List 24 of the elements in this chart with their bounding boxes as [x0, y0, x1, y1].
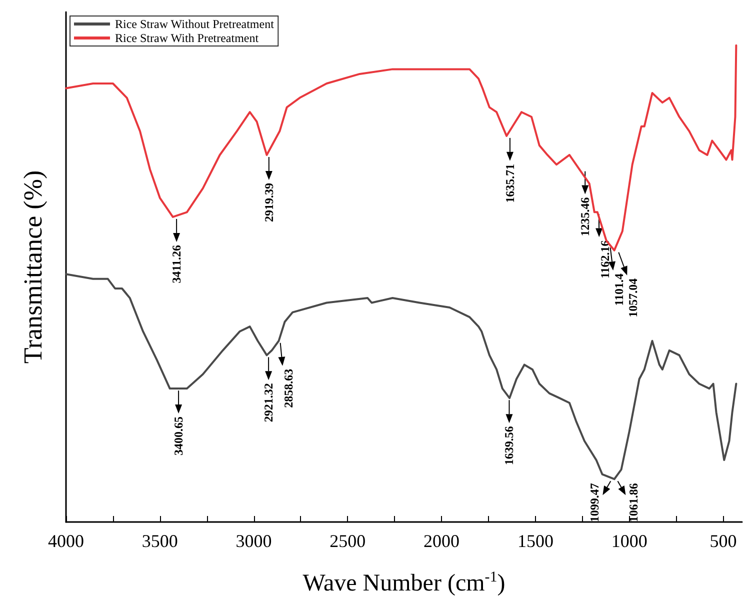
x-tick-label: 3500 [142, 531, 178, 551]
annotation: 2919.39 [262, 182, 276, 222]
annotation: 1099.47 [588, 483, 602, 522]
x-tick-label: 4000 [48, 531, 84, 551]
annotation: 2858.63 [282, 368, 296, 408]
annotation: 1639.56 [502, 426, 516, 466]
annotation: 3400.65 [172, 416, 186, 456]
annotation: 1162.16 [598, 240, 612, 279]
x-tick-label: 2500 [330, 531, 366, 551]
legend-label: Rice Straw With Pretreatment [115, 31, 260, 45]
x-tick-label: 500 [710, 531, 737, 551]
x-tick-label: 3000 [236, 531, 272, 551]
legend-label: Rice Straw Without Pretreatment [115, 17, 275, 31]
x-tick-label: 1000 [611, 531, 648, 551]
annotation: 1057.04 [626, 278, 640, 318]
annotation: 2921.32 [262, 383, 276, 422]
x-tick-label: 2000 [424, 531, 460, 551]
annotation: 1635.71 [502, 164, 517, 203]
annotation: 3411.26 [170, 244, 184, 284]
annotation: 1101.4 [612, 274, 626, 306]
annotation: 1061.86 [626, 483, 641, 522]
x-tick-label: 1500 [517, 531, 554, 551]
y-axis-title: Transmittance (%) [18, 170, 48, 364]
annotation: 1235.46 [578, 197, 592, 236]
